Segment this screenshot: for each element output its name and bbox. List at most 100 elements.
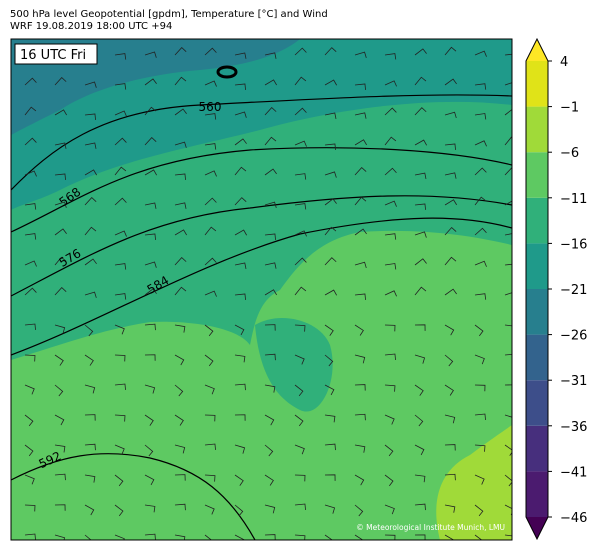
- wind-barb: [354, 196, 367, 206]
- contour-line: [11, 195, 512, 297]
- wind-barb: [504, 200, 512, 206]
- wind-barb: [144, 233, 156, 240]
- wind-barb: [384, 233, 397, 240]
- wind-barb: [114, 414, 126, 422]
- wind-barb: [144, 323, 156, 331]
- wind-barb: [144, 202, 157, 209]
- wind-barb: [384, 80, 397, 87]
- wind-barb: [444, 78, 457, 86]
- wind-barb: [354, 293, 366, 300]
- wind-barb: [324, 257, 337, 266]
- wind-barb: [24, 106, 37, 116]
- colorbar-extend: [526, 39, 548, 61]
- wind-barb: [84, 504, 95, 516]
- credit: © Meteorological Institute Munich, LMU: [356, 523, 505, 532]
- wind-barb: [204, 504, 215, 515]
- wind-barb: [504, 353, 512, 356]
- wind-barb: [264, 136, 277, 146]
- wind-barb: [84, 169, 98, 176]
- wind-barb: [144, 78, 157, 86]
- wind-barb: [24, 260, 37, 267]
- wind-barb: [174, 414, 184, 426]
- wind-barb: [354, 261, 367, 269]
- wind-barb: [264, 107, 277, 116]
- wind-barb: [84, 258, 97, 266]
- wind-barb: [294, 173, 307, 180]
- wind-barb: [174, 444, 186, 454]
- wind-barb: [444, 414, 456, 424]
- wind-barb: [54, 414, 65, 426]
- colorbar-tick-label: −31: [560, 374, 587, 389]
- wind-barb: [24, 287, 37, 296]
- wind-barb: [294, 257, 307, 266]
- wind-barb: [354, 474, 365, 486]
- wind-barb: [414, 474, 426, 483]
- contour-label: 560: [199, 100, 222, 114]
- wind-barb: [84, 291, 97, 298]
- wind-barb: [444, 143, 456, 150]
- wind-barb: [294, 140, 307, 147]
- wind-barb: [174, 384, 184, 397]
- wind-barb: [24, 354, 36, 362]
- wind-barb: [204, 474, 216, 482]
- wind-barb: [384, 534, 396, 540]
- wind-barb: [204, 443, 216, 451]
- wind-barb: [114, 293, 127, 300]
- wind-barb: [414, 354, 426, 364]
- wind-barb: [174, 474, 186, 481]
- wind-barb: [324, 504, 336, 514]
- wind-barb: [54, 256, 67, 266]
- wind-barb: [294, 286, 307, 296]
- wind-barb: [444, 46, 457, 56]
- wind-barb: [234, 111, 247, 118]
- wind-barb: [504, 474, 512, 487]
- wind-barb: [114, 197, 127, 206]
- contours: [11, 65, 512, 540]
- wind-barb: [24, 533, 36, 540]
- wind-barb: [84, 534, 92, 540]
- wind-barb: [354, 112, 367, 119]
- wind-barb: [444, 111, 457, 119]
- wind-barb: [324, 143, 336, 150]
- wind-barb: [354, 444, 366, 453]
- wind-barb: [444, 172, 457, 179]
- wind-barb: [114, 383, 126, 391]
- wind-barb: [264, 444, 274, 457]
- wind-barb: [234, 444, 246, 454]
- wind-barb: [414, 384, 424, 396]
- wind-barb: [324, 414, 336, 423]
- wind-barb: [294, 474, 306, 482]
- wind-barb: [324, 534, 333, 540]
- wind-barb: [84, 443, 96, 451]
- wind-barb: [204, 354, 214, 367]
- wind-barb: [264, 414, 275, 426]
- contour-line: [11, 94, 512, 191]
- map: [11, 39, 512, 540]
- wind-barb: [204, 197, 217, 206]
- wind-barb: [264, 474, 274, 486]
- wind-barb: [144, 444, 154, 457]
- wind-barb: [444, 504, 456, 513]
- colorbar: 4 −1 −6 −11 −16 −21 −26 −31 −36 −41 −46: [525, 37, 587, 541]
- wind-barb: [324, 47, 337, 56]
- colorbar-tick-label: −41: [560, 465, 587, 480]
- wind-barb: [234, 383, 246, 391]
- wind-barb: [474, 384, 486, 392]
- wind-barb: [444, 473, 456, 481]
- wind-barb: [84, 474, 96, 483]
- wind-barb: [174, 286, 187, 296]
- wind-barb: [294, 47, 307, 56]
- wind-barb: [324, 289, 338, 296]
- wind-barb: [324, 384, 335, 396]
- wind-barb: [294, 76, 307, 86]
- wind-barb: [204, 257, 217, 266]
- wind-barb: [474, 504, 484, 517]
- temp-field: [11, 39, 512, 210]
- wind-barb: [24, 444, 34, 457]
- wind-barb: [354, 413, 366, 421]
- wind-barb: [54, 173, 66, 180]
- wind-barb: [504, 136, 512, 146]
- wind-barb: [234, 52, 247, 59]
- wind-barb: [174, 534, 186, 540]
